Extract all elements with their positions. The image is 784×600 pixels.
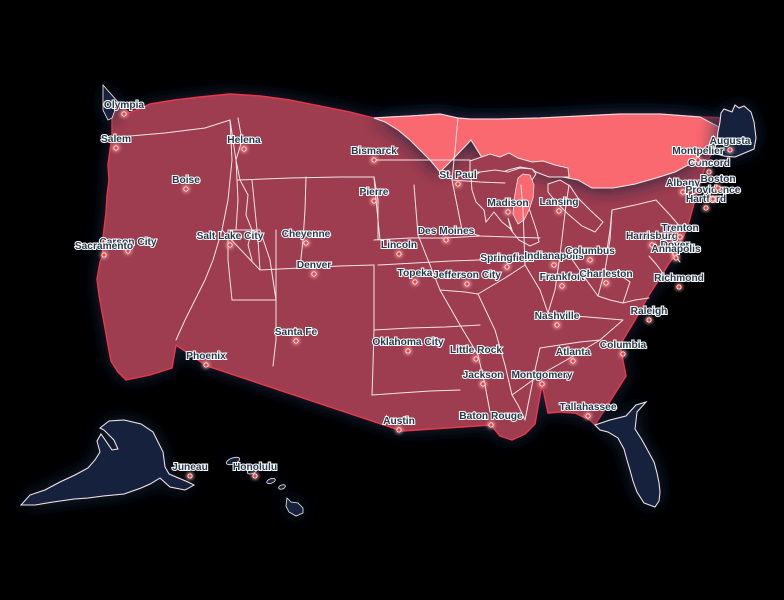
svg-text:Topeka: Topeka [398,268,433,279]
svg-text:Salem: Salem [101,134,131,145]
svg-text:Baton Rouge: Baton Rouge [459,411,523,422]
svg-text:Pierre: Pierre [360,187,389,198]
svg-text:Sacramento: Sacramento [75,241,133,252]
svg-text:Richmond: Richmond [654,273,704,284]
svg-text:Santa Fe: Santa Fe [275,327,318,338]
svg-text:Austin: Austin [383,416,415,427]
svg-text:Madison: Madison [487,198,528,209]
svg-text:Jefferson City: Jefferson City [433,270,501,281]
svg-text:Boston: Boston [700,174,735,185]
svg-text:Augusta: Augusta [710,136,751,147]
svg-text:Tallahassee: Tallahassee [559,402,616,413]
svg-text:Montpelier: Montpelier [672,146,724,157]
svg-text:Denver: Denver [297,260,332,271]
svg-text:Bismarck: Bismarck [351,146,397,157]
svg-text:Des Moines: Des Moines [418,226,475,237]
svg-text:Olympia: Olympia [104,100,145,111]
svg-text:Trenton: Trenton [661,223,698,234]
svg-text:Phoenix: Phoenix [186,351,226,362]
svg-text:Salt Lake City: Salt Lake City [197,231,264,242]
svg-text:Lincoln: Lincoln [381,240,417,251]
svg-text:St. Paul: St. Paul [439,170,477,181]
svg-text:Frankfort: Frankfort [540,272,585,283]
svg-text:Jackson: Jackson [463,370,504,381]
svg-text:Cheyenne: Cheyenne [282,229,331,240]
svg-text:Boise: Boise [172,175,200,186]
svg-text:Concord: Concord [688,158,730,169]
svg-text:Atlanta: Atlanta [556,347,591,358]
svg-text:Nashville: Nashville [535,311,580,322]
svg-text:Charleston: Charleston [579,269,632,280]
svg-text:Annapolis: Annapolis [651,244,701,255]
svg-text:Oklahoma City: Oklahoma City [372,337,444,348]
svg-text:Providence: Providence [686,185,741,196]
svg-text:Columbia: Columbia [600,340,647,351]
svg-text:Columbus: Columbus [565,246,615,257]
svg-text:Raleigh: Raleigh [631,306,668,317]
svg-text:Honolulu: Honolulu [233,462,277,473]
svg-text:Lansing: Lansing [539,197,578,208]
svg-text:Montgomery: Montgomery [511,370,572,381]
svg-text:Juneau: Juneau [172,462,208,473]
svg-text:Helena: Helena [227,135,261,146]
svg-text:Little Rock: Little Rock [450,345,502,356]
